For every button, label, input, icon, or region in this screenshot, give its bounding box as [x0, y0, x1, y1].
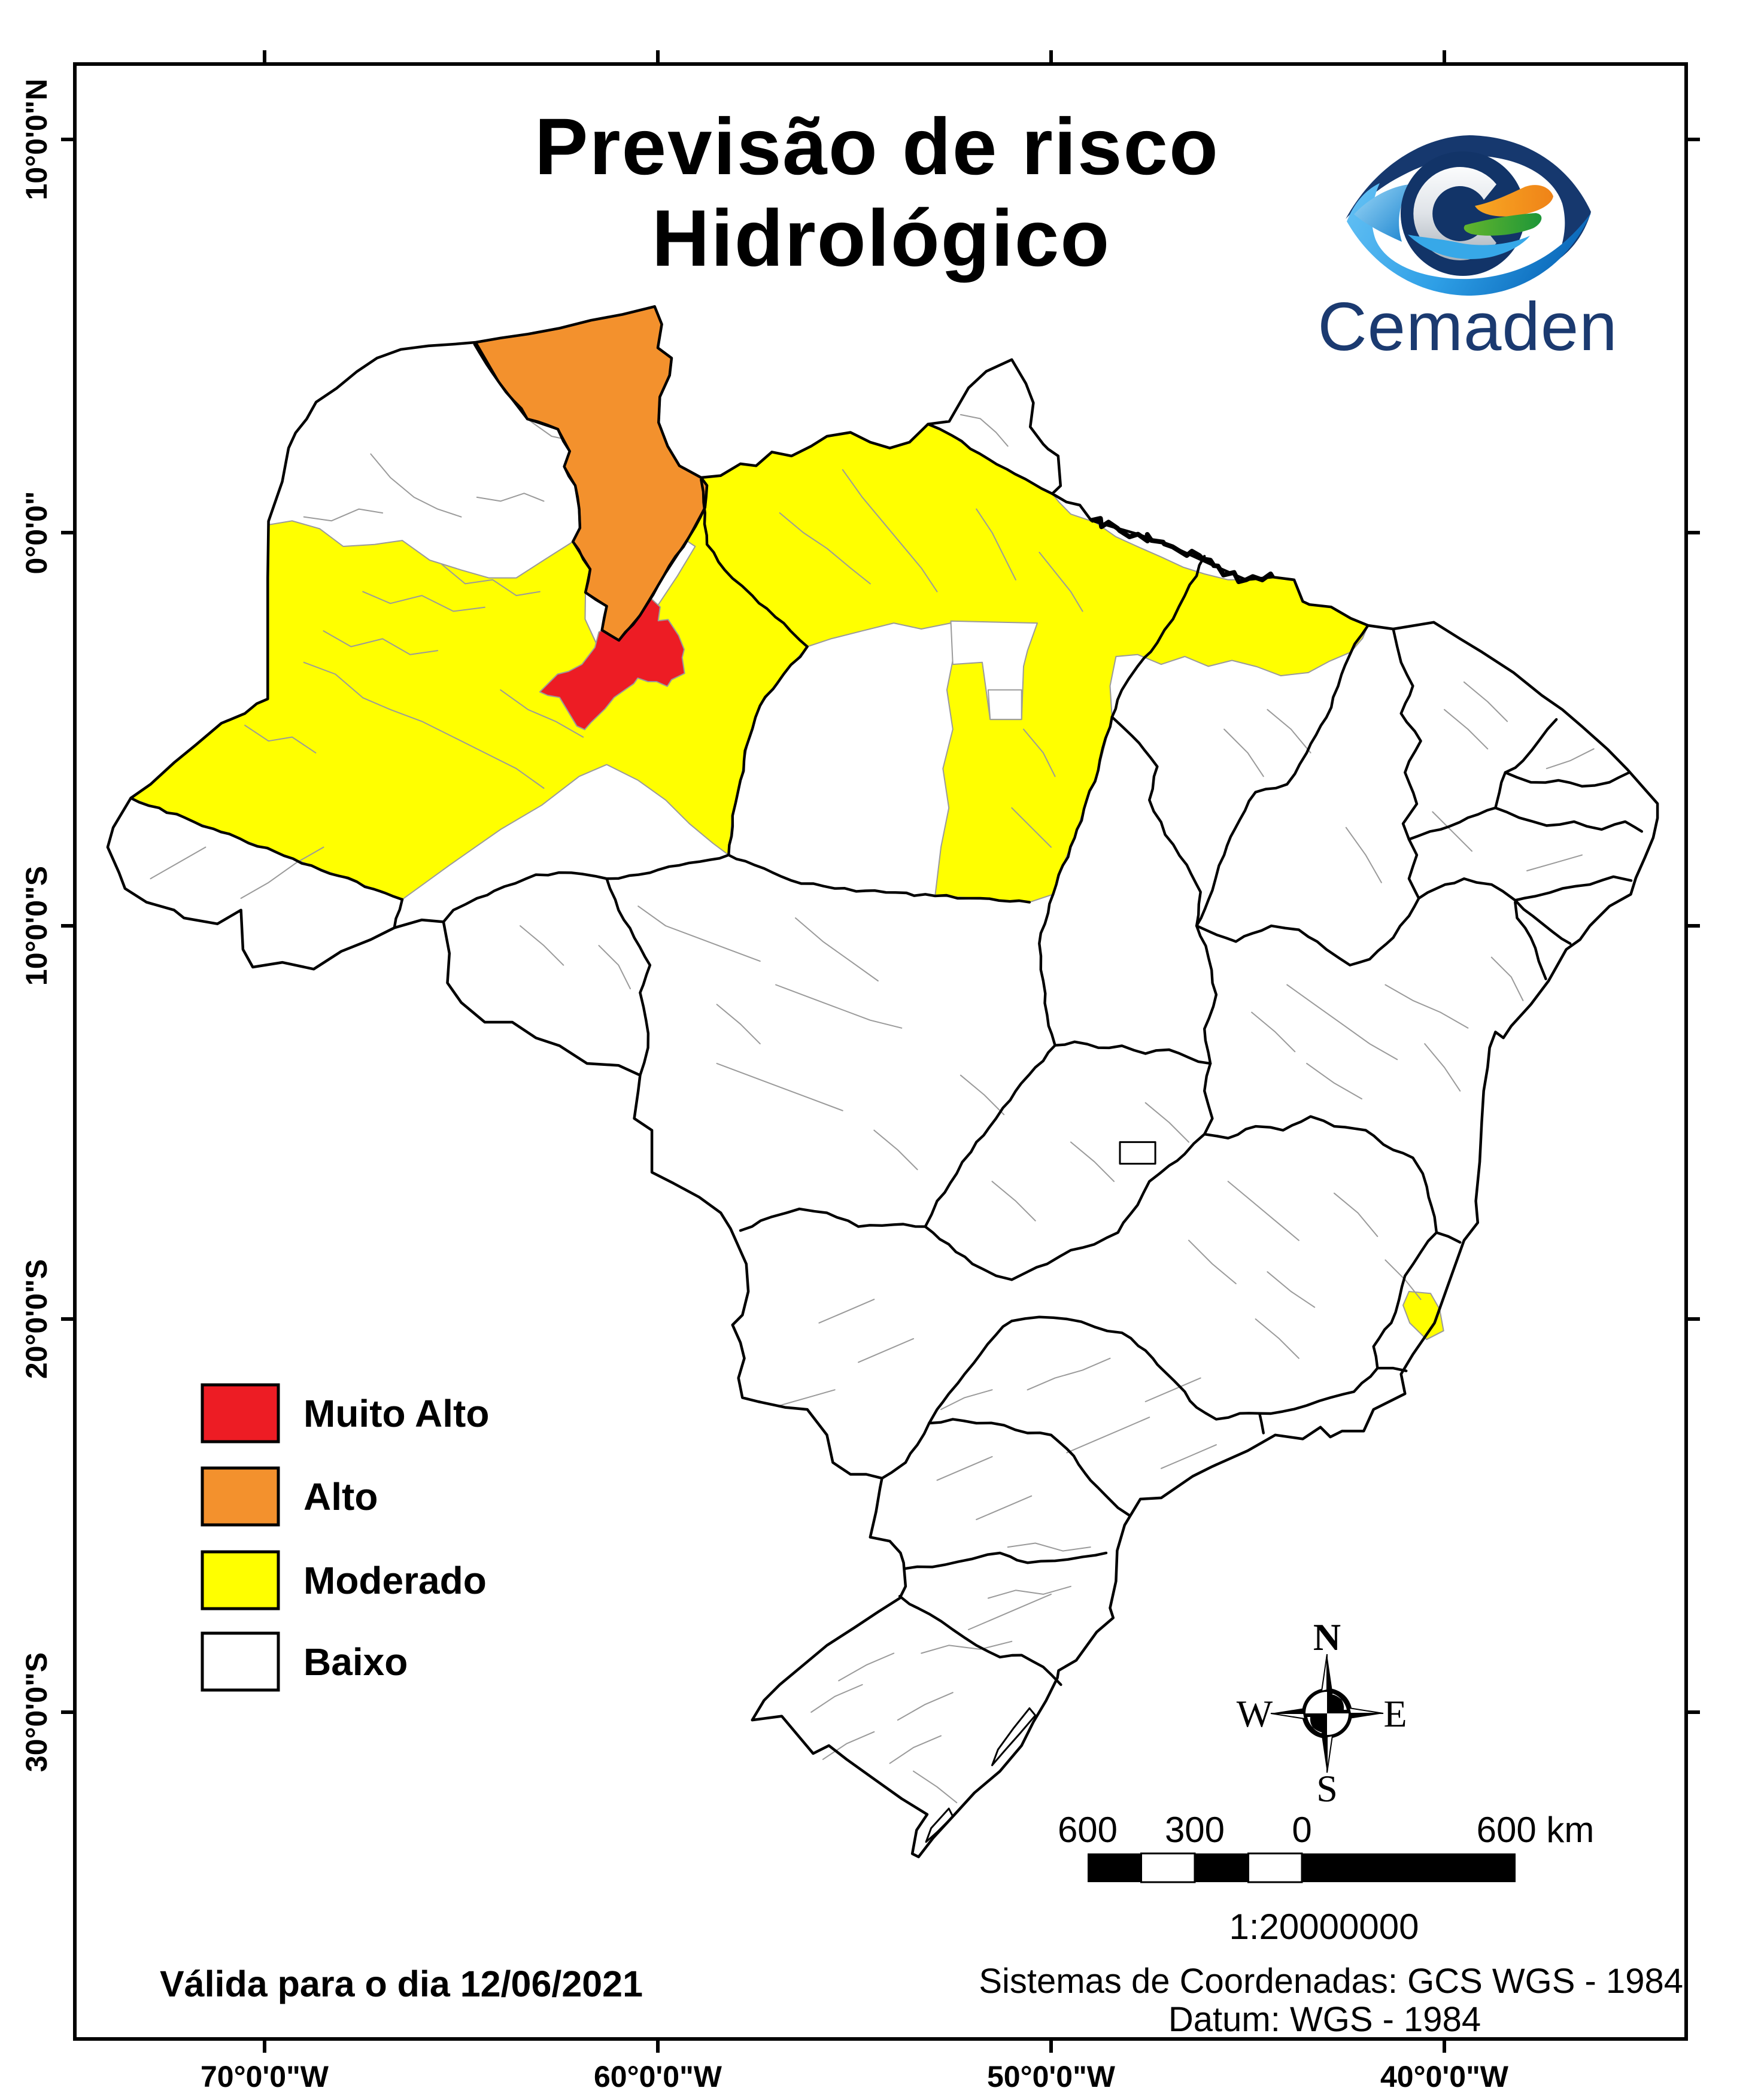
- svg-text:Baixo: Baixo: [303, 1640, 408, 1683]
- svg-text:Válida para o dia 12/06/2021: Válida para o dia 12/06/2021: [160, 1964, 643, 2004]
- svg-text:Muito Alto: Muito Alto: [303, 1392, 489, 1435]
- svg-text:10°0'0"S: 10°0'0"S: [20, 866, 53, 986]
- svg-text:0: 0: [1292, 1810, 1311, 1850]
- svg-text:60°0'0"W: 60°0'0"W: [594, 2060, 722, 2093]
- svg-text:S: S: [1316, 1767, 1338, 1810]
- svg-text:W: W: [1237, 1692, 1273, 1735]
- svg-text:600 km: 600 km: [1477, 1810, 1595, 1850]
- svg-text:30°0'0"S: 30°0'0"S: [20, 1652, 53, 1772]
- svg-text:600: 600: [1058, 1810, 1118, 1850]
- svg-text:Sistemas de Coordenadas: GCS W: Sistemas de Coordenadas: GCS WGS - 1984: [979, 1962, 1683, 2001]
- svg-text:Cemaden: Cemaden: [1317, 289, 1617, 365]
- svg-text:N: N: [1313, 1616, 1341, 1658]
- svg-text:10°0'0"N: 10°0'0"N: [20, 79, 53, 200]
- svg-text:70°0'0"W: 70°0'0"W: [201, 2060, 329, 2093]
- svg-text:0°0'0": 0°0'0": [20, 491, 53, 574]
- svg-text:50°0'0"W: 50°0'0"W: [987, 2060, 1116, 2093]
- svg-text:Moderado: Moderado: [303, 1559, 487, 1602]
- svg-text:40°0'0"W: 40°0'0"W: [1380, 2060, 1509, 2093]
- svg-text:Datum: WGS - 1984: Datum: WGS - 1984: [1168, 2000, 1481, 2039]
- svg-text:20°0'0"S: 20°0'0"S: [20, 1259, 53, 1379]
- svg-text:E: E: [1383, 1692, 1407, 1735]
- svg-text:300: 300: [1165, 1810, 1225, 1850]
- svg-text:Hidrológico: Hidrológico: [652, 194, 1110, 283]
- svg-text:Alto: Alto: [303, 1475, 378, 1518]
- svg-text:Previsão de risco: Previsão de risco: [535, 102, 1219, 192]
- svg-text:1:20000000: 1:20000000: [1229, 1907, 1419, 1947]
